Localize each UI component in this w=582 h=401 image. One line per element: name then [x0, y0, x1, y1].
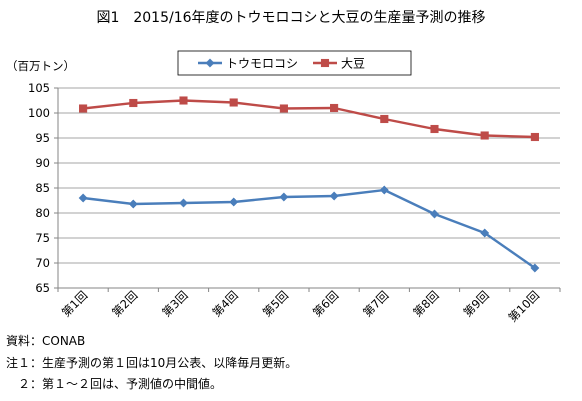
data-point — [530, 132, 539, 142]
series-layer — [78, 96, 540, 273]
data-point — [279, 104, 288, 113]
legend: トウモロコシ 大豆 — [177, 50, 412, 76]
x-tick-label: 第3回 — [159, 288, 190, 319]
legend-entry: トウモロコシ — [198, 57, 298, 71]
legend-items: トウモロコシ 大豆 — [198, 57, 365, 71]
legend-label: 大豆 — [341, 57, 365, 71]
data-point — [279, 192, 289, 202]
y-tick-label: 85 — [35, 181, 50, 195]
chart-title: 図1 2015/16年度のトウモロコシと大豆の生産量予測の推移 — [96, 10, 485, 26]
y-tick-label: 75 — [35, 231, 50, 245]
x-tick-label: 第2回 — [109, 288, 140, 319]
square-marker — [320, 58, 330, 68]
data-point — [79, 104, 88, 113]
series-1 — [78, 185, 540, 273]
y-axis-unit-label: （百万トン） — [6, 59, 75, 73]
x-tick-label: 第4回 — [209, 288, 240, 319]
data-point — [330, 103, 339, 113]
data-point — [480, 228, 490, 238]
data-point — [178, 198, 189, 208]
data-point — [129, 98, 138, 108]
y-tick-label: 90 — [35, 156, 50, 170]
data-point — [128, 199, 138, 209]
diamond-marker — [205, 58, 215, 68]
data-point — [380, 114, 389, 124]
footnote-1: 注１：生産予測の第１回は10月公表、以降毎月更新。 — [6, 356, 298, 370]
x-tick-label: 第5回 — [260, 288, 291, 319]
x-tick-label: 第9回 — [460, 288, 491, 319]
x-tick-label: 第1回 — [59, 288, 90, 319]
y-tick-label: 105 — [28, 81, 50, 95]
data-point — [480, 131, 489, 140]
data-point — [229, 197, 239, 207]
legend-entry: 大豆 — [313, 57, 365, 71]
x-tick-label: 第8回 — [410, 288, 441, 319]
y-tick-labels: 65 70 75 80 85 90 95 100 105 — [28, 81, 50, 295]
data-point — [430, 124, 439, 134]
source-note: 資料：CONAB — [6, 334, 86, 348]
data-point — [78, 193, 88, 203]
x-tick-label: 第10回 — [506, 288, 543, 325]
y-tick-label: 100 — [28, 106, 50, 120]
data-point — [429, 209, 440, 219]
y-tick-label: 70 — [35, 256, 50, 270]
series-line — [82, 99, 535, 139]
data-point — [329, 191, 339, 201]
x-tick-label: 第6回 — [310, 288, 341, 319]
data-point — [379, 185, 389, 195]
series-line — [82, 188, 536, 269]
data-point — [229, 98, 238, 107]
y-tick-label: 80 — [35, 206, 50, 220]
x-tick-label: 第7回 — [360, 288, 391, 319]
footnote-2: ２：第１～２回は、予測値の中間値。 — [6, 377, 223, 391]
data-point — [530, 263, 540, 273]
legend-label: トウモロコシ — [226, 57, 298, 71]
x-tick-labels: 第1回 第2回 第3回 第4回 第5回 第6回 第7回 第8回 第9回 第10回 — [59, 288, 542, 325]
y-tick-label: 65 — [35, 281, 50, 295]
data-point — [179, 96, 188, 105]
y-tick-label: 95 — [35, 131, 50, 145]
gridlines — [58, 87, 560, 264]
axes — [54, 87, 561, 292]
series-2 — [79, 96, 539, 142]
